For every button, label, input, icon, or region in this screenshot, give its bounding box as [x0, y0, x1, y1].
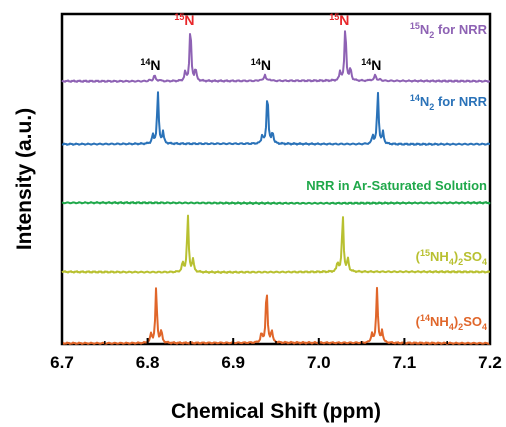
isotope-annotations: 14N 15N 14N 15N 14N: [140, 12, 381, 73]
series-label-15n2: 15N2 for NRR: [410, 21, 488, 40]
isotope-annotation-2: 14N: [251, 57, 271, 73]
series-labels: 15N2 for NRR 14N2 for NRR NRR in Ar-Satura…: [306, 21, 487, 332]
isotope-annotation-4: 14N: [361, 57, 381, 73]
series-label-ar: NRR in Ar-Saturated Solution: [306, 178, 487, 193]
x-tick-label: 7.2: [478, 353, 502, 372]
x-tick-label: 6.7: [50, 353, 74, 372]
isotope-annotation-3: 15N: [329, 12, 349, 28]
trace-0: [61, 30, 491, 83]
series-label-14n2: 14N2 for NRR: [410, 93, 488, 112]
trace-1: [61, 91, 491, 146]
x-tick-label: 6.9: [221, 353, 245, 372]
trace-2: [61, 200, 491, 205]
series-label-15nh4: (15NH4)2SO4: [416, 248, 487, 267]
x-axis-title: Chemical Shift (ppm): [171, 400, 381, 423]
spectra-traces: [61, 30, 491, 345]
x-axis-ticks: 6.7 6.8 6.9 7.0 7.1 7.2: [50, 338, 502, 372]
x-tick-label: 7.0: [307, 353, 331, 372]
trace-3: [61, 214, 491, 274]
isotope-annotation-1: 15N: [174, 12, 194, 28]
series-label-14nh4: (14NH4)2SO4: [416, 313, 487, 332]
y-axis-title: Intensity (a.u.): [13, 108, 36, 250]
isotope-annotation-0: 14N: [140, 57, 160, 73]
x-tick-label: 6.8: [136, 353, 160, 372]
x-tick-label: 7.1: [393, 353, 417, 372]
